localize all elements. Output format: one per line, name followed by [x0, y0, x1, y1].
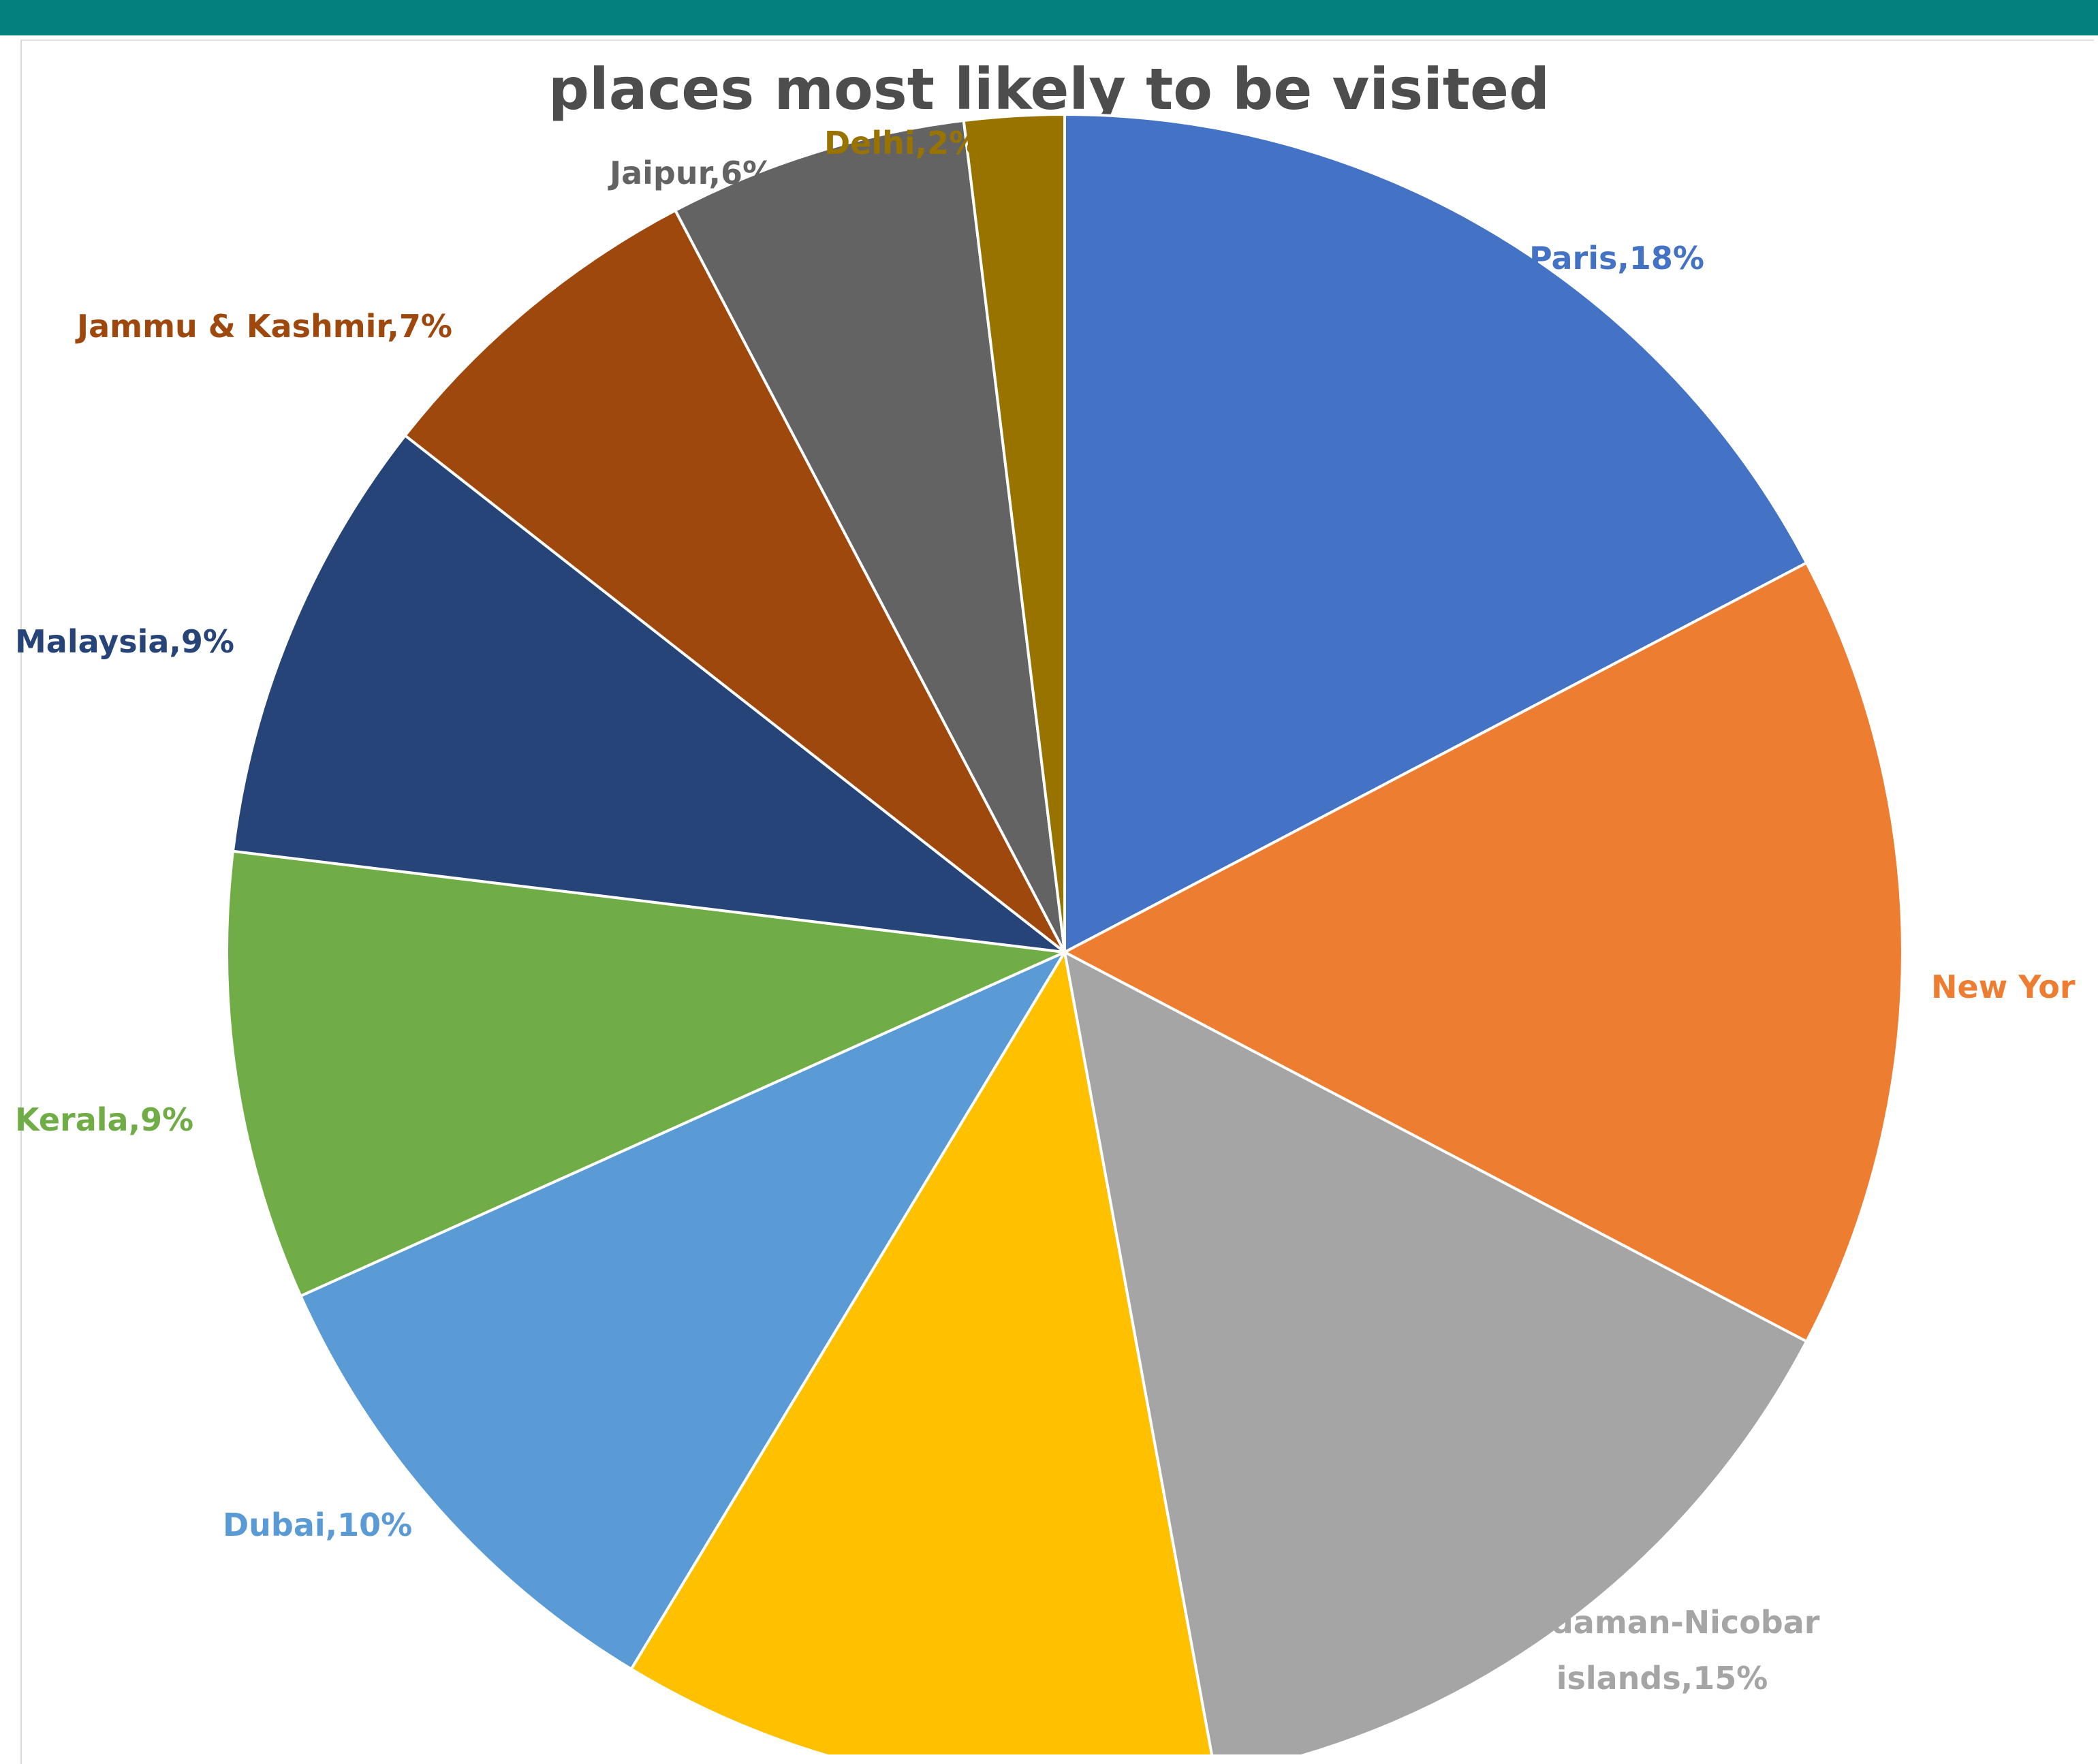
data-label-kerala: Kerala,9% [15, 1101, 193, 1138]
pie-slice-tokyo [629, 948, 1213, 1754]
data-label-malaysia: Malaysia,9% [15, 623, 234, 660]
pie-slice-dubai [298, 949, 1069, 1671]
pie-slice-andaman-nicobar-islands [1063, 949, 1809, 1754]
data-label-jammu-kashmir: Jammu & Kashmir,7% [75, 308, 452, 345]
data-label-delhi: Delhi,2% [824, 125, 980, 161]
pie-slices [225, 112, 1904, 1754]
pie-slice-new-york [1061, 561, 1904, 1344]
data-label-dubai: Dubai,10% [223, 1507, 412, 1543]
chart-title: places most likely to be visited [548, 56, 1550, 123]
pie-slice-paris [1063, 112, 1809, 955]
data-label-jaipur: Jaipur,6% [608, 155, 774, 191]
pie-slice-kerala [225, 849, 1070, 1298]
pie-slice-jaipur [673, 119, 1066, 953]
pie-slice-delhi [962, 112, 1066, 953]
top-bar [0, 0, 2098, 35]
data-label-andaman-nicobar-islands: islands,15% [1556, 1660, 1768, 1697]
pie-slice-malaysia [231, 433, 1069, 954]
data-label-new-york: New Yor [1931, 968, 2076, 1005]
data-label-andaman-nicobar-islands: Andaman-Nicobar [1505, 1604, 1820, 1641]
pie-labels: Paris,18% New Yor Andaman-Nicobar islands,1… [15, 125, 2076, 1697]
data-label-paris: Paris,18% [1529, 240, 1704, 277]
pie-slice-jammu-kashmir [403, 208, 1066, 954]
